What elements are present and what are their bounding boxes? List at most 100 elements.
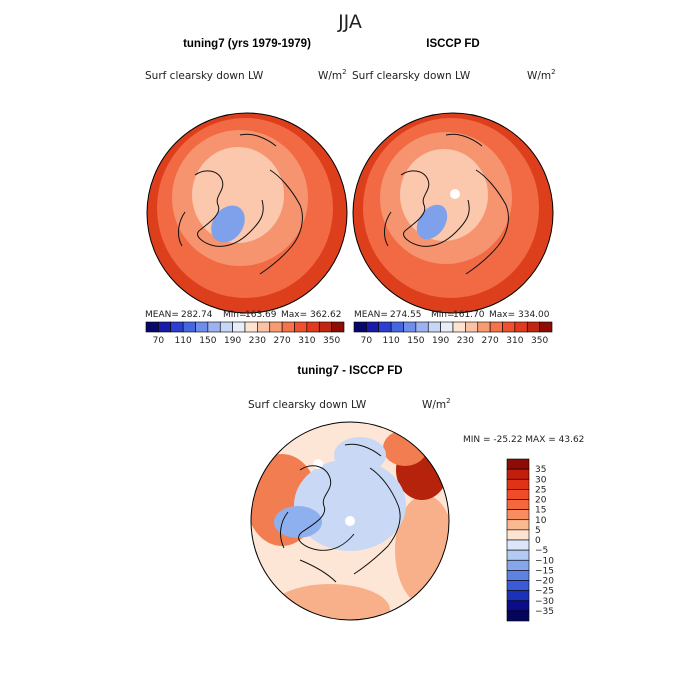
colorbar-swatch [506, 549, 530, 561]
colorbar-swatch [506, 468, 530, 480]
colorbar-swatch [506, 458, 530, 470]
diff-neg-ne [334, 437, 386, 473]
colorbar-swatch [244, 321, 258, 333]
colorbar-tick-label: 70 [361, 336, 373, 346]
colorbar-tick-label: 35 [535, 465, 546, 475]
colorbar-swatch [390, 321, 404, 333]
variable-label-obs: Surf clearsky down LW [352, 70, 471, 82]
colorbar-swatch [403, 321, 417, 333]
colorbar-swatch [506, 600, 530, 612]
units-obs: W/m [527, 70, 551, 82]
units-label-obs: W/m2 [527, 68, 556, 82]
colorbar-swatch [502, 321, 516, 333]
colorbar-tick-label: −30 [535, 597, 554, 607]
variable-label-diff: Surf clearsky down LW [248, 399, 367, 411]
colorbar-swatch [378, 321, 392, 333]
colorbar-swatch [415, 321, 429, 333]
diff-posmed-ne [383, 430, 427, 466]
colorbar-tick-label: 110 [383, 336, 400, 346]
colorbar-tick-label: 310 [298, 336, 315, 346]
colorbar-swatch [366, 321, 380, 333]
colorbar-swatch [506, 570, 530, 581]
figure-title: JJA [337, 11, 362, 33]
polar-map-model [146, 112, 348, 314]
colorbar-tick-label: 25 [535, 485, 546, 495]
colorbar-tick-label: 0 [535, 536, 541, 546]
units-exp-diff: 2 [446, 397, 450, 405]
units-exp-model: 2 [342, 68, 346, 76]
min-value: 161.70 [453, 310, 485, 320]
colorbar-model: 70 110 150 190 230 270 310 350 [145, 321, 345, 346]
colorbar-swatch [145, 321, 159, 333]
min-value: 163.69 [245, 310, 277, 320]
colorbar-tick-label: 5 [535, 526, 541, 536]
colorbar-swatch [506, 478, 530, 490]
colorbar-tick-label: −15 [535, 566, 554, 576]
variable-label-model: Surf clearsky down LW [145, 70, 264, 82]
colorbar-tick-label: 15 [535, 506, 546, 516]
diff-neg-center [294, 459, 406, 551]
colorbar-swatch [353, 321, 367, 333]
colorbar-tick-label: 190 [432, 336, 449, 346]
colorbar-swatch [182, 321, 196, 333]
colorbar-tick-label: −20 [535, 577, 554, 587]
colorbar-swatch [170, 321, 184, 333]
colorbar-swatch [506, 519, 530, 531]
max-label: Max= [489, 310, 515, 320]
units-diff: W/m [422, 399, 446, 411]
units-label-model: W/m2 [318, 68, 347, 82]
map-ice-low [416, 204, 448, 240]
colorbar-swatch [506, 559, 530, 571]
panel-title-diff: tuning7 - ISCCP FD [297, 365, 402, 377]
map-border [250, 421, 450, 621]
mean-value: 274.55 [390, 310, 422, 320]
colorbar-swatch [477, 321, 491, 333]
colorbar-tick-label: 70 [153, 336, 165, 346]
colorbar-tick-label: 190 [224, 336, 241, 346]
colorbar-swatch [489, 321, 503, 333]
units-exp-obs: 2 [551, 68, 555, 76]
colorbar-tick-label: 10 [535, 516, 547, 526]
colorbar-swatch [294, 321, 308, 333]
colorbar-swatch [506, 489, 530, 500]
colorbar-tick-label: 350 [531, 336, 548, 346]
colorbar-tick-label: −25 [535, 587, 554, 597]
stats-obs: MEAN= 274.55 Min= 161.70 Max= 334.00 [354, 310, 550, 320]
min-label: Min= [223, 310, 247, 320]
colorbar-swatch [506, 590, 530, 602]
colorbar-swatch [257, 321, 271, 333]
colorbar-tick-label: −35 [535, 607, 554, 617]
colorbar-tick-label: 270 [482, 336, 499, 346]
panel-title-obs: ISCCP FD [426, 38, 479, 50]
colorbar-swatch [232, 321, 246, 333]
max-label: Max= [281, 310, 307, 320]
colorbar-swatch [452, 321, 466, 333]
colorbar-swatch [281, 321, 295, 333]
colorbar-tick-label: 150 [199, 336, 216, 346]
colorbar-swatch [506, 509, 530, 521]
colorbar-tick-label: 230 [457, 336, 474, 346]
colorbar-obs: 70 110 150 190 230 270 310 350 [353, 321, 553, 346]
units-model: W/m [318, 70, 342, 82]
mean-label: MEAN= [145, 310, 179, 320]
max-value: 362.62 [310, 310, 342, 320]
colorbar-swatch [506, 580, 530, 591]
stats-model: MEAN= 282.74 Min= 163.69 Max= 362.62 [145, 310, 342, 320]
colorbar-tick-label: −5 [535, 546, 548, 556]
pole-hole [450, 189, 460, 199]
stats-diff: MIN = -25.22 MAX = 43.62 [463, 435, 584, 445]
colorbar-swatch [539, 321, 553, 333]
coastline [177, 133, 303, 275]
colorbar-swatch [269, 321, 283, 333]
colorbar-swatch [506, 610, 530, 622]
polar-map-obs [352, 112, 554, 314]
min-label: Min= [431, 310, 455, 320]
colorbar-swatch [506, 539, 530, 551]
coastline [280, 443, 401, 583]
coastline [383, 133, 509, 275]
diff-pos-bottom [270, 584, 390, 620]
map-border [352, 112, 554, 314]
colorbar-swatch [331, 321, 345, 333]
colorbar-tick-label: 350 [323, 336, 340, 346]
